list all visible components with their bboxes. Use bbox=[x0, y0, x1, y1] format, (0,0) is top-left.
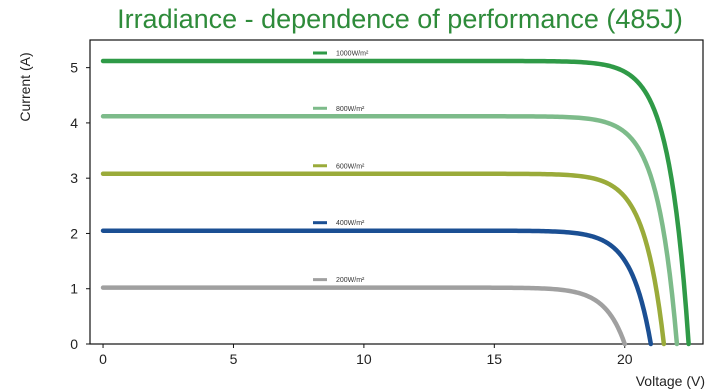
y-tick-label: 5 bbox=[70, 60, 78, 76]
y-tick-label: 2 bbox=[70, 225, 78, 241]
legend-label: 1000W/m² bbox=[336, 51, 369, 58]
legend-label: 400W/m² bbox=[336, 220, 365, 227]
inline-legend: 1000W/m² 800W/m² 600W/m² 400W/m² 200W/m² bbox=[313, 51, 369, 284]
x-axis-label: Voltage (V) bbox=[636, 373, 705, 389]
series-lines bbox=[100, 58, 691, 347]
legend-label: 200W/m² bbox=[336, 277, 365, 284]
y-axis-label: Current (A) bbox=[17, 52, 33, 121]
y-tick-label: 0 bbox=[70, 336, 78, 352]
y-tick-label: 1 bbox=[70, 281, 78, 297]
series-line bbox=[100, 285, 627, 347]
legend-label: 600W/m² bbox=[336, 163, 365, 170]
series-line bbox=[100, 58, 691, 347]
x-tick-label: 0 bbox=[99, 351, 107, 367]
series-line bbox=[100, 114, 680, 347]
x-tick-label: 20 bbox=[617, 351, 633, 367]
x-tick-label: 15 bbox=[487, 351, 503, 367]
legend-label: 800W/m² bbox=[336, 106, 365, 113]
x-tick-label: 5 bbox=[230, 351, 238, 367]
series-line bbox=[100, 228, 654, 347]
axis-ticks: 0 1 2 3 4 5 0 5 10 15 20 bbox=[70, 60, 633, 367]
plot-frame bbox=[89, 39, 704, 345]
chart-title: Irradiance - dependence of performance (… bbox=[117, 4, 683, 34]
plot-border bbox=[89, 39, 704, 345]
x-tick-label: 10 bbox=[356, 351, 372, 367]
y-tick-label: 4 bbox=[70, 115, 78, 131]
series-line bbox=[100, 171, 667, 347]
y-tick-label: 3 bbox=[70, 170, 78, 186]
